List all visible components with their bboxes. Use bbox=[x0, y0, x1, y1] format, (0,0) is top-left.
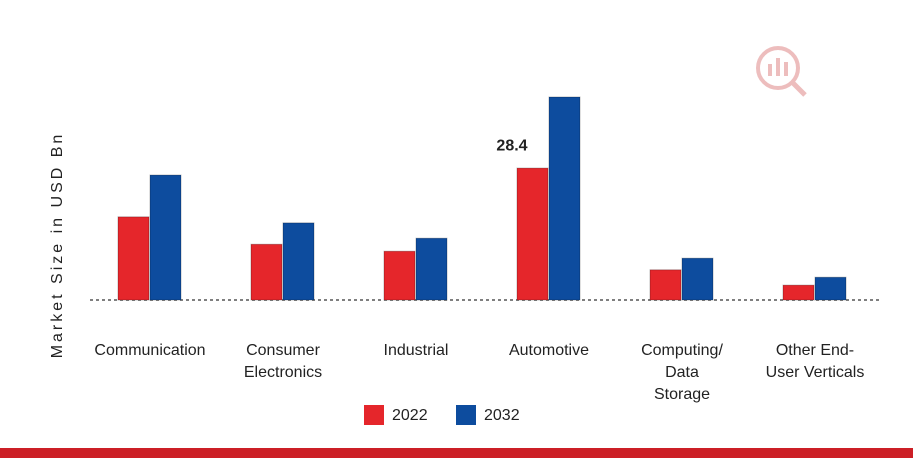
logo bbox=[756, 46, 807, 97]
legend-label: 2022 bbox=[392, 407, 428, 424]
data-label: 28.4 bbox=[496, 137, 527, 154]
bar bbox=[250, 243, 283, 301]
bar bbox=[681, 257, 714, 301]
x-tick-label: Industrial bbox=[383, 342, 449, 359]
bar bbox=[782, 284, 815, 301]
footer-bar bbox=[0, 448, 913, 458]
bar bbox=[814, 276, 847, 301]
legend-swatch bbox=[364, 405, 384, 425]
bar bbox=[149, 174, 182, 301]
legend-label: 2032 bbox=[484, 407, 520, 424]
x-tick-label: Consumer Electronics bbox=[243, 342, 323, 381]
bar bbox=[282, 222, 315, 301]
bar bbox=[548, 96, 581, 301]
x-tick-label: Other End-User Verticals bbox=[765, 342, 865, 381]
bar bbox=[415, 237, 448, 301]
x-tick-label: Computing/ Data Storage bbox=[641, 342, 723, 403]
bar bbox=[383, 250, 416, 301]
bar bbox=[516, 167, 549, 301]
legend-swatch bbox=[456, 405, 476, 425]
x-tick-label: Communication bbox=[94, 342, 206, 359]
y-axis-label: Market Size in USD Bn bbox=[49, 132, 66, 359]
bar bbox=[117, 216, 150, 301]
bar bbox=[649, 269, 682, 301]
x-tick-label: Automotive bbox=[508, 342, 590, 359]
